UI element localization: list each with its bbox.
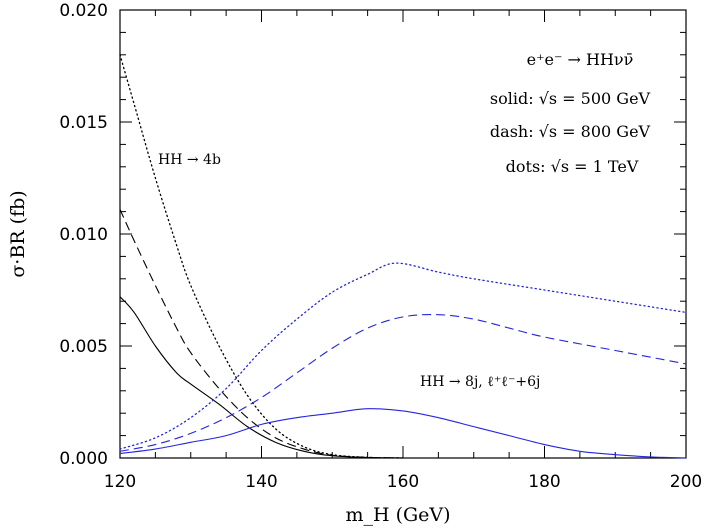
- annotation-dots: dots: √s = 1 TeV: [506, 157, 639, 176]
- y-tick-label: 0.020: [59, 1, 108, 21]
- annotation-dash: dash: √s = 800 GeV: [490, 122, 651, 141]
- annotation-hh8j: HH → 8j, ℓ⁺ℓ⁻+6j: [420, 374, 540, 390]
- x-tick-label: 120: [104, 472, 136, 492]
- series-hh8j-dots: [119, 262, 687, 450]
- series-layer: [119, 54, 687, 459]
- series-hh4b-dash: [119, 209, 404, 459]
- x-tick-label: 160: [387, 472, 419, 492]
- y-tick-label: 0.005: [59, 337, 108, 357]
- plot-frame: [119, 9, 687, 459]
- axis-ticks: [119, 9, 687, 459]
- series-hh4b-dots: [119, 54, 404, 459]
- tick-labels: 120 140 160 180 200 0.000 0.005 0.010 0.015 0.020: [59, 1, 702, 492]
- x-tick-label: 180: [528, 472, 560, 492]
- y-tick-label: 0.000: [59, 449, 108, 469]
- y-tick-label: 0.015: [59, 113, 108, 133]
- series-hh8j-solid: [119, 408, 687, 459]
- series-hh8j-dash: [119, 313, 687, 452]
- y-axis-title: σ·BR (fb): [7, 190, 29, 277]
- annotation-process: e⁺e⁻ → HHνν̄: [527, 50, 634, 69]
- annotation-solid: solid: √s = 500 GeV: [490, 89, 651, 108]
- x-tick-label: 200: [670, 472, 702, 492]
- x-tick-label: 140: [245, 472, 277, 492]
- annotation-hh4b: HH → 4b: [158, 152, 221, 168]
- series-hh4b-solid: [119, 296, 404, 459]
- x-axis-title: m_H (GeV): [345, 504, 450, 526]
- y-tick-label: 0.010: [59, 225, 108, 245]
